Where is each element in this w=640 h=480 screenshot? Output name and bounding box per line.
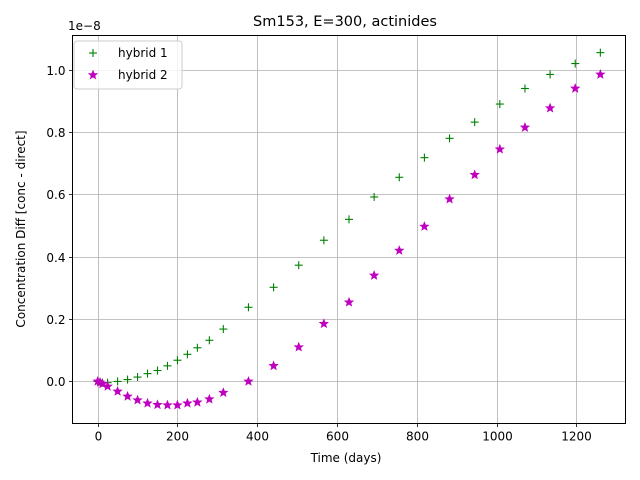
data-point [173, 356, 182, 365]
data-point [268, 360, 279, 371]
legend-marker-symbol [89, 49, 97, 57]
data-point [294, 261, 303, 270]
data-point [192, 396, 203, 407]
data-point [368, 270, 380, 280]
data-point [193, 343, 202, 352]
data-point [113, 377, 122, 386]
data-point [394, 245, 405, 255]
x-tick-label: 0 [95, 430, 103, 444]
data-point [133, 373, 142, 382]
data-point [182, 397, 193, 408]
legend-marker-symbol [87, 69, 99, 80]
y-tick-label: 0.6 [46, 188, 65, 202]
chart-title: Sm153, E=300, actinides [253, 14, 437, 30]
y-tick-label: 0.2 [46, 313, 65, 327]
data-point [204, 393, 215, 404]
data-point [570, 83, 581, 93]
legend-marker-hybrid-1 [89, 49, 97, 57]
data-point [343, 296, 355, 307]
plot-frame [72, 35, 626, 424]
legend-label-hybrid-2: hybrid 2 [118, 68, 168, 82]
data-point [152, 399, 163, 410]
legend-box [73, 40, 183, 90]
x-tick-label: 600 [326, 430, 349, 444]
plot-data [92, 48, 606, 410]
data-point [546, 70, 555, 79]
y-tick-label: 1.0 [46, 64, 65, 78]
x-tick-label: 1200 [561, 430, 592, 444]
data-point [370, 192, 379, 201]
x-axis-label: Time (days) [310, 451, 382, 465]
x-tick-label: 400 [246, 430, 269, 444]
data-point [595, 69, 606, 79]
data-point [420, 153, 429, 162]
data-point [243, 376, 254, 386]
data-point [544, 102, 556, 113]
data-point [143, 369, 152, 378]
data-point [219, 325, 228, 334]
data-point [596, 48, 605, 57]
y-offset-label: 1e−8 [68, 19, 101, 33]
data-point [319, 236, 328, 245]
data-point [293, 341, 304, 352]
data-point [163, 361, 172, 370]
data-point [419, 221, 430, 231]
data-point [183, 350, 192, 359]
data-point [445, 134, 454, 143]
legend-marker-hybrid-2 [87, 69, 99, 80]
data-point [102, 380, 113, 391]
x-tick-label: 800 [406, 430, 429, 444]
data-point [205, 336, 214, 345]
y-tick-label: 0.0 [46, 375, 65, 389]
data-point [470, 118, 479, 127]
y-axis-label: Concentration Diff [conc - direct] [14, 130, 28, 327]
series-2 [92, 69, 606, 410]
data-point [519, 122, 531, 132]
data-point [153, 366, 162, 375]
data-point [218, 387, 229, 398]
data-point [571, 59, 580, 68]
grid-lines [72, 35, 626, 424]
x-tick-label: 200 [166, 430, 189, 444]
data-point [318, 318, 330, 329]
y-tick-label: 0.8 [46, 126, 65, 140]
series-1 [93, 48, 605, 387]
data-point [269, 283, 278, 292]
data-point [142, 397, 153, 408]
data-point [244, 303, 253, 312]
data-point [112, 385, 123, 396]
x-tick-label: 1000 [482, 430, 513, 444]
data-point [495, 100, 504, 109]
axis-ticks: 0 200 400 600 800 1000 1200 0.0 0.2 0.4 0.6 0.8 1.0 [46, 64, 591, 444]
data-point [395, 173, 404, 182]
data-point [520, 84, 529, 93]
data-point [345, 215, 353, 224]
data-point [122, 390, 133, 401]
data-point [444, 193, 455, 204]
legend-label-hybrid-1: hybrid 1 [118, 46, 168, 60]
data-point [172, 399, 183, 410]
data-point [162, 399, 173, 410]
data-point [494, 143, 505, 154]
data-point [97, 378, 108, 389]
data-point [469, 169, 480, 180]
data-point [132, 394, 143, 405]
y-tick-label: 0.4 [46, 251, 65, 265]
legend: hybrid 1 hybrid 2 [73, 40, 183, 90]
data-point [123, 375, 132, 384]
